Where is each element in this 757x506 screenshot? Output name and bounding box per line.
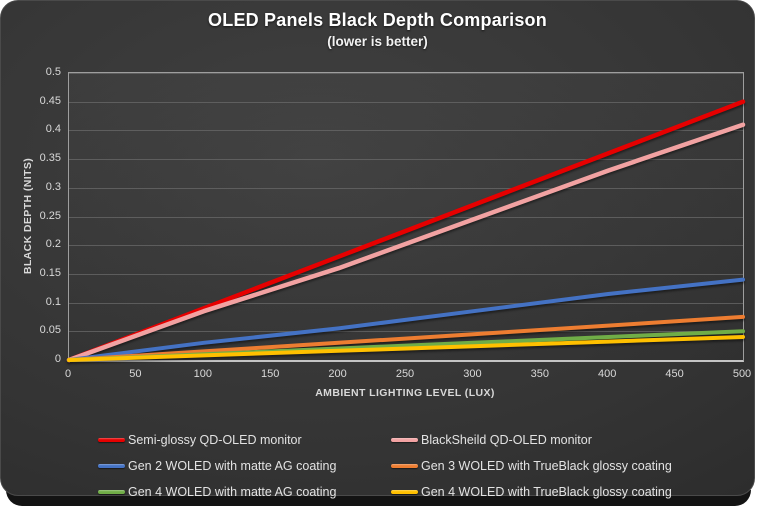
y-tick-label: 0.35 — [39, 152, 61, 165]
legend-swatch-orange — [391, 463, 418, 469]
gridline-0.45 — [69, 101, 743, 103]
x-tick-label: 400 — [598, 368, 617, 380]
chart-subtitle: (lower is better) — [327, 34, 428, 49]
gridline-0.05 — [69, 331, 743, 333]
legend-swatch-green — [98, 489, 125, 495]
series-line-1 — [66, 99, 746, 363]
legend-item-gen4-woled-matte: Gen 4 WOLED with matte AG coating — [98, 485, 391, 499]
gridline-0.4 — [69, 130, 743, 132]
legend-item-semi-glossy-qd-oled: Semi-glossy QD-OLED monitor — [98, 433, 391, 447]
y-tick-label: 0.15 — [39, 266, 61, 279]
x-tick-label: 350 — [530, 368, 549, 380]
series-line-6 — [67, 335, 745, 362]
legend-item-gen2-woled-matte: Gen 2 WOLED with matte AG coating — [98, 459, 391, 473]
x-axis-title: AMBIENT LIGHTING LEVEL (LUX) — [315, 387, 495, 399]
y-tick-label: 0.3 — [45, 180, 61, 193]
gridline-0.25 — [69, 216, 743, 218]
legend-label: Gen 4 WOLED with matte AG coating — [128, 485, 337, 499]
x-tick-label: 150 — [261, 368, 280, 380]
legend-label: Gen 3 WOLED with TrueBlack glossy coatin… — [421, 459, 672, 473]
legend-swatch-pink — [391, 437, 418, 443]
x-tick-label: 0 — [64, 368, 72, 380]
plot-area — [66, 72, 746, 363]
gridline-0.5 — [69, 73, 743, 74]
gridline-0.35 — [69, 159, 743, 161]
gridline-0.3 — [69, 187, 743, 189]
series-line-2 — [66, 122, 746, 363]
series-line-4 — [67, 314, 745, 362]
y-tick-label: 0.05 — [39, 324, 61, 337]
legend-item-gen4-woled-trueblack: Gen 4 WOLED with TrueBlack glossy coatin… — [391, 485, 672, 499]
x-tick-label: 50 — [129, 368, 142, 380]
legend-label: Semi-glossy QD-OLED monitor — [128, 433, 302, 447]
legend-item-gen3-woled-trueblack: Gen 3 WOLED with TrueBlack glossy coatin… — [391, 459, 672, 473]
x-tick-label: 450 — [665, 368, 684, 380]
gridline-0.1 — [69, 302, 743, 304]
legend-swatch-blue — [98, 463, 125, 469]
y-tick-label: 0.5 — [45, 66, 61, 78]
y-tick-label: 0.25 — [39, 209, 61, 222]
x-tick-label: 300 — [463, 368, 482, 380]
x-tick-label: 500 — [732, 368, 752, 380]
legend-label: Gen 2 WOLED with matte AG coating — [128, 459, 337, 473]
legend-swatch-red — [98, 437, 125, 443]
y-tick-label: 0.1 — [45, 295, 61, 308]
x-tick-label: 100 — [193, 368, 212, 380]
y-tick-label: 0.4 — [45, 123, 61, 136]
y-tick-label: 0 — [54, 353, 61, 365]
series-line-3 — [67, 277, 745, 362]
y-tick-label: 0.45 — [39, 94, 61, 107]
legend-swatch-yellow — [391, 489, 418, 495]
legend-label: Gen 4 WOLED with TrueBlack glossy coatin… — [421, 485, 672, 499]
gridline-0.15 — [69, 273, 743, 275]
chart-title: OLED Panels Black Depth Comparison — [208, 10, 547, 30]
legend-label: BlackSheild QD-OLED monitor — [421, 433, 592, 447]
title-block: OLED Panels Black Depth Comparison (lowe… — [1, 10, 754, 49]
x-tick-label: 200 — [328, 368, 347, 380]
x-tick-label: 250 — [395, 368, 415, 380]
legend: Semi-glossy QD-OLED monitor BlackSheild … — [98, 427, 672, 505]
series-lines — [66, 99, 746, 363]
legend-item-blacksheild-qd-oled: BlackSheild QD-OLED monitor — [391, 433, 672, 447]
y-tick-label: 0.2 — [45, 238, 61, 251]
